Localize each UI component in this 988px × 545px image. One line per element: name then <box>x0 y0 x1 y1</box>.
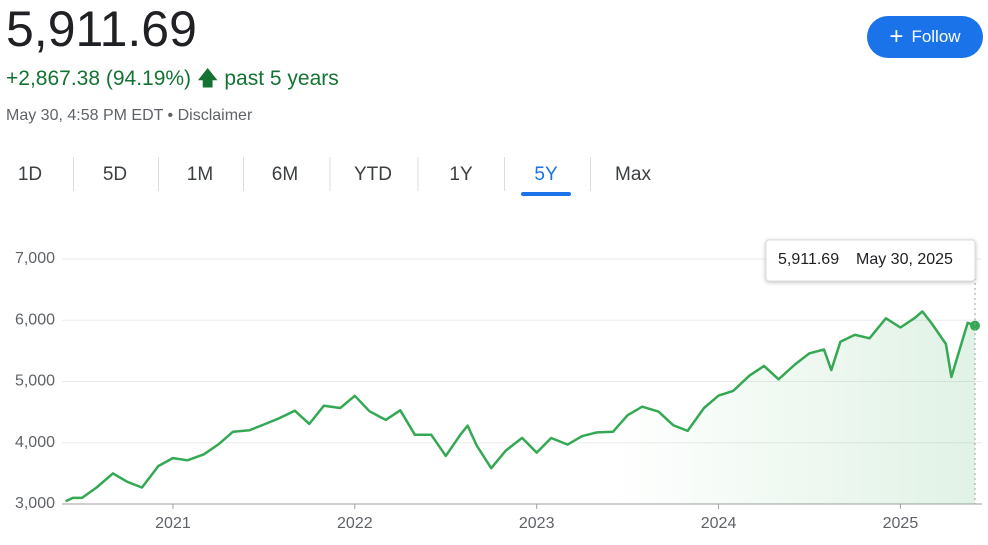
tab[interactable]: 5Y <box>534 164 558 185</box>
change-value: +2,867.38 (94.19%) <box>6 67 192 90</box>
change: +2,867.38 (94.19%) 🡅 past 5 years <box>6 64 339 99</box>
price-line <box>65 310 976 503</box>
y-tick-label: 4,000 <box>15 434 55 451</box>
tab[interactable]: YTD <box>354 164 392 185</box>
tab[interactable]: 1Y <box>449 164 473 185</box>
active-underline <box>521 192 571 196</box>
plot: 3,000 4,000 5,000 6,000 7,000 2021 2022 2023 202… <box>15 250 982 532</box>
x-tick-label: 2021 <box>155 515 191 532</box>
follow-label: Follow <box>911 27 961 46</box>
tab[interactable]: 1M <box>187 164 213 185</box>
x-tick-label: 2024 <box>701 515 737 532</box>
disclaimer[interactable]: Disclaimer <box>177 107 253 124</box>
x-tick-label: 2025 <box>883 515 919 532</box>
meta: May 30, 4:58 PM EDT • Disclaimer <box>6 107 253 124</box>
tooltip-box <box>765 239 976 282</box>
tooltip-date: May 30, 2025 <box>856 251 953 268</box>
tooltip-value: 5,911.69 <box>778 251 839 268</box>
tab[interactable]: 6M <box>272 164 298 185</box>
y-tick-label: 6,000 <box>15 311 55 328</box>
x-tick-label: 2022 <box>337 515 373 532</box>
tab[interactable]: Max <box>615 164 651 185</box>
follow-button[interactable]: + Follow <box>867 16 983 58</box>
area <box>65 311 976 504</box>
y-tick-label: 5,000 <box>15 373 55 390</box>
y-tick-label: 7,000 <box>15 250 55 267</box>
timestamp: May 30, 4:58 PM EDT <box>6 107 164 124</box>
period: past 5 years <box>224 67 339 90</box>
y-tick-label: 3,000 <box>15 495 55 512</box>
last-point <box>970 320 980 331</box>
plus-icon: + <box>889 23 904 50</box>
x-tick-label: 2023 <box>519 515 555 532</box>
tab[interactable]: 5D <box>103 164 127 185</box>
tab[interactable]: 1D <box>18 164 42 185</box>
tabs: 1D 5D 1M 6M YTD 1Y 5Y Max <box>18 157 651 196</box>
price: 5,911.69 <box>6 1 197 57</box>
up-arrow: 🡅 <box>196 67 219 90</box>
